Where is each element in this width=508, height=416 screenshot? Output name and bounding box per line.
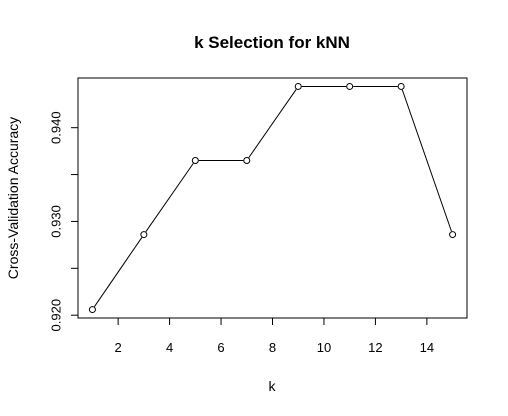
x-tick-label: 10: [317, 340, 331, 355]
y-tick-label: 0.940: [49, 111, 64, 144]
x-tick-label: 12: [368, 340, 382, 355]
data-point: [346, 82, 354, 90]
data-point: [191, 157, 199, 164]
data-point: [88, 306, 96, 314]
line-segment: [145, 163, 194, 232]
x-tick-label: 4: [166, 340, 173, 355]
x-tick-label: 8: [269, 340, 276, 355]
x-tick-label: 14: [420, 340, 434, 355]
line-segment: [401, 89, 452, 232]
y-axis-title: Cross-Validation Accuracy: [5, 117, 21, 279]
x-axis: 2 4 6 8 10 12 14: [115, 317, 434, 355]
chart-title: k Selection for kNN: [194, 33, 350, 52]
data-point: [397, 82, 405, 90]
series-line: [93, 85, 452, 307]
data-point: [243, 157, 251, 164]
x-tick-label: 6: [217, 340, 224, 355]
data-point: [449, 231, 457, 239]
series-points: [88, 82, 457, 314]
data-point: [140, 231, 148, 239]
y-tick-label: 0.930: [49, 205, 64, 238]
x-tick-label: 2: [115, 340, 122, 355]
x-axis-title: k: [269, 378, 277, 394]
data-point: [294, 82, 302, 90]
line-segment: [93, 237, 143, 307]
y-tick-label: 0.920: [49, 299, 64, 332]
y-axis: 0.920 0.930 0.940: [49, 111, 79, 331]
line-segment: [248, 89, 297, 158]
